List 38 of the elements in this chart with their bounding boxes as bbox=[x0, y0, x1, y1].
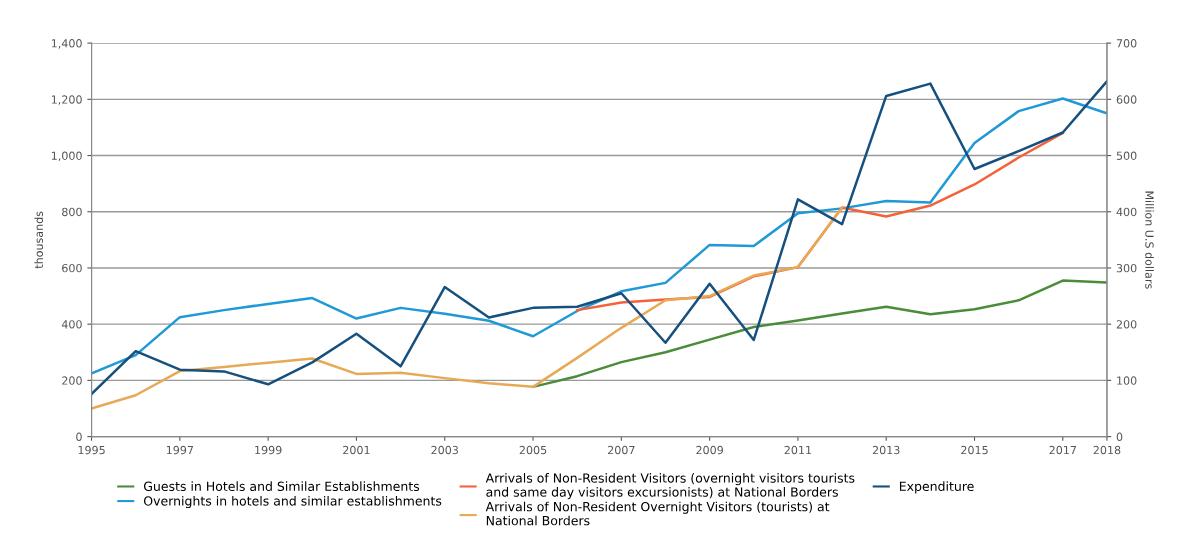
x-tick-label: 2018 bbox=[1093, 445, 1121, 455]
x-tick-label: 2001 bbox=[343, 445, 370, 455]
x-tick-label: 2009 bbox=[696, 445, 723, 455]
legend-label: Overnights in hotels and similar establishments bbox=[143, 495, 442, 509]
y-tick-label: 0 bbox=[76, 432, 82, 441]
legend-label: Expenditure bbox=[899, 481, 974, 494]
y2-tick-label: 300 bbox=[1116, 263, 1137, 273]
legend-label: Guests in Hotels and Similar Establishments bbox=[143, 481, 420, 492]
y2-tick-label: 600 bbox=[1116, 95, 1137, 104]
line-series bbox=[91, 206, 844, 410]
y-tick-label: 600 bbox=[62, 263, 82, 273]
y2-tick-label: 100 bbox=[1117, 376, 1137, 385]
x-tick-label: 1995 bbox=[78, 445, 105, 455]
y2-tick-label: 500 bbox=[1116, 151, 1137, 160]
y2-tick-label: 400 bbox=[1116, 207, 1137, 217]
x-tick-label: 1999 bbox=[255, 445, 282, 455]
y-axis-title: thousands bbox=[34, 211, 44, 269]
y-tick-label: 400 bbox=[61, 320, 82, 329]
x-tick-label: 2017 bbox=[1049, 445, 1076, 455]
y-tick-label: 1,200 bbox=[51, 95, 82, 105]
x-tick-label: 1997 bbox=[166, 445, 194, 455]
y2-tick-label: 0 bbox=[1116, 432, 1123, 441]
x-tick-label: 2015 bbox=[961, 445, 988, 455]
y-tick-label: 1,400 bbox=[51, 39, 82, 49]
line-series bbox=[531, 279, 1107, 389]
x-tick-label: 2003 bbox=[431, 445, 458, 455]
x-tick-label: 2005 bbox=[519, 445, 547, 455]
y-tick-label: 1,000 bbox=[51, 151, 82, 162]
y-tick-label: 200 bbox=[62, 376, 82, 385]
x-tick-label: 2013 bbox=[872, 445, 900, 455]
legend-label: Arrivals of Non-Resident Visitors (overnight visitors tourists and same day visitors excursionists) at National Borders bbox=[485, 473, 855, 500]
legend-label: Arrivals of Non-Resident Overnight Visitors (tourists) at National Borders bbox=[485, 501, 830, 526]
x-tick-label: 2007 bbox=[608, 445, 635, 455]
y-tick-label: 800 bbox=[62, 207, 82, 217]
y2-tick-label: 200 bbox=[1116, 320, 1137, 329]
y2-axis-title: Million U.S dollars bbox=[1145, 191, 1154, 289]
x-tick-label: 2011 bbox=[784, 445, 812, 455]
y2-tick-label: 700 bbox=[1116, 39, 1137, 48]
